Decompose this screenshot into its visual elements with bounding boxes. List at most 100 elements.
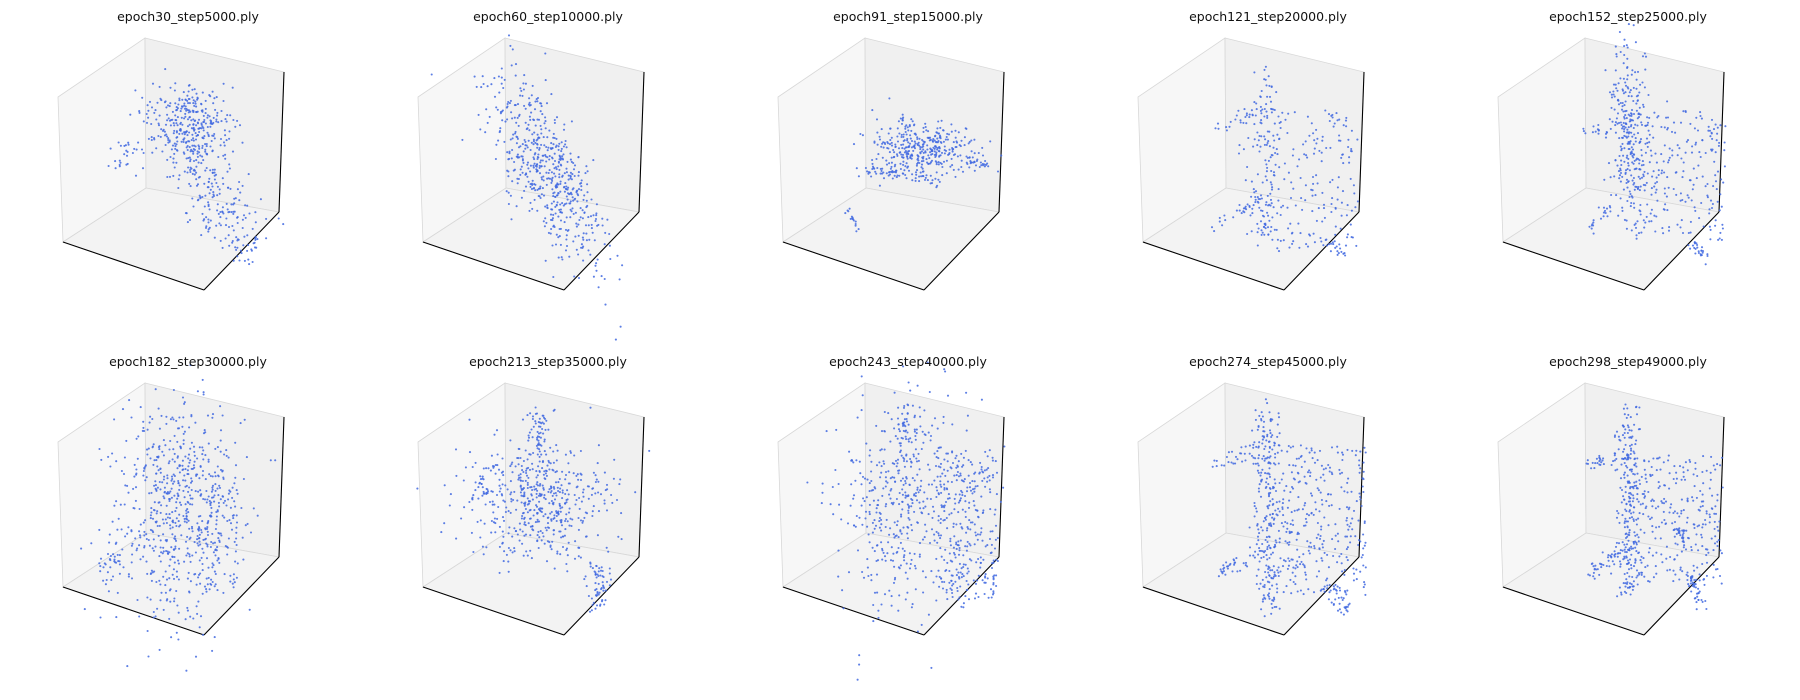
data-point <box>204 527 207 530</box>
data-point <box>109 465 112 468</box>
data-point <box>1276 238 1279 241</box>
data-point <box>916 488 919 491</box>
data-point <box>188 131 191 134</box>
data-point <box>524 107 527 110</box>
data-point <box>559 211 562 214</box>
data-point <box>1621 101 1624 105</box>
data-point <box>910 154 913 157</box>
data-point <box>161 450 164 453</box>
data-point <box>1255 102 1258 105</box>
data-point <box>1641 160 1644 163</box>
data-point <box>208 115 211 118</box>
data-point <box>604 231 607 234</box>
data-point <box>173 124 176 127</box>
data-point <box>541 484 544 487</box>
data-point <box>1641 55 1645 58</box>
data-point <box>1259 105 1262 108</box>
data-point <box>187 571 190 574</box>
data-point <box>561 545 565 549</box>
data-point <box>896 462 899 465</box>
data-point <box>151 417 154 421</box>
data-point <box>876 166 879 170</box>
data-point <box>621 264 624 267</box>
data-point <box>914 494 917 498</box>
data-point <box>559 219 563 222</box>
data-point <box>882 171 885 174</box>
data-point <box>559 182 562 185</box>
data-point <box>1672 187 1675 191</box>
data-point <box>884 485 887 488</box>
data-point <box>181 425 184 428</box>
data-point <box>216 487 219 490</box>
data-point <box>914 179 917 182</box>
data-point <box>906 503 909 506</box>
data-point <box>202 458 205 461</box>
data-point <box>548 129 551 132</box>
data-point <box>988 537 992 541</box>
data-point <box>215 515 218 518</box>
data-point <box>1272 599 1275 602</box>
data-point <box>243 418 246 421</box>
data-point <box>1621 209 1624 212</box>
data-point <box>550 156 554 159</box>
data-point <box>199 489 202 492</box>
data-point <box>538 455 541 458</box>
data-point <box>1628 141 1631 144</box>
data-point <box>228 163 231 166</box>
data-point <box>1631 179 1634 182</box>
data-point <box>850 459 853 462</box>
data-point <box>190 148 193 151</box>
data-point <box>590 597 593 600</box>
data-point <box>940 577 943 580</box>
data-point <box>216 465 219 468</box>
data-point <box>241 226 244 230</box>
data-point <box>207 458 210 461</box>
data-point <box>902 421 905 424</box>
data-point <box>159 599 162 602</box>
data-point <box>153 138 156 141</box>
data-point <box>1244 179 1247 182</box>
data-point <box>523 502 526 505</box>
data-point <box>537 530 540 533</box>
subplot-title: epoch30_step5000.ply <box>117 9 259 24</box>
data-point <box>543 417 547 420</box>
data-point <box>1270 153 1273 157</box>
data-point <box>1263 115 1266 118</box>
data-point <box>913 552 916 555</box>
data-point <box>169 490 172 493</box>
data-point <box>537 118 541 121</box>
data-point <box>130 416 133 419</box>
data-point <box>510 491 513 494</box>
data-point <box>481 477 484 480</box>
data-point <box>210 540 213 544</box>
data-point <box>877 616 880 619</box>
data-point <box>1271 434 1274 437</box>
data-point <box>936 427 939 430</box>
data-point <box>909 389 912 392</box>
data-point <box>524 479 527 482</box>
data-point <box>574 503 577 506</box>
data-point <box>1260 411 1263 414</box>
data-point <box>1289 222 1292 225</box>
data-point <box>1266 211 1269 214</box>
data-point <box>959 571 962 574</box>
data-point <box>543 165 546 168</box>
data-point <box>580 182 583 185</box>
data-point <box>954 129 957 132</box>
data-point <box>919 489 922 492</box>
data-point <box>521 94 524 97</box>
data-point <box>847 571 851 574</box>
data-point <box>936 541 939 544</box>
data-point <box>1714 174 1717 177</box>
data-point <box>872 499 875 502</box>
data-point <box>193 148 196 151</box>
data-point <box>1342 162 1345 165</box>
data-point <box>206 153 209 156</box>
data-point <box>582 488 585 491</box>
data-point <box>222 182 225 185</box>
data-point <box>1644 124 1647 127</box>
data-point <box>562 204 565 207</box>
data-point <box>1257 227 1260 230</box>
data-point <box>216 589 219 592</box>
data-point <box>544 217 547 220</box>
